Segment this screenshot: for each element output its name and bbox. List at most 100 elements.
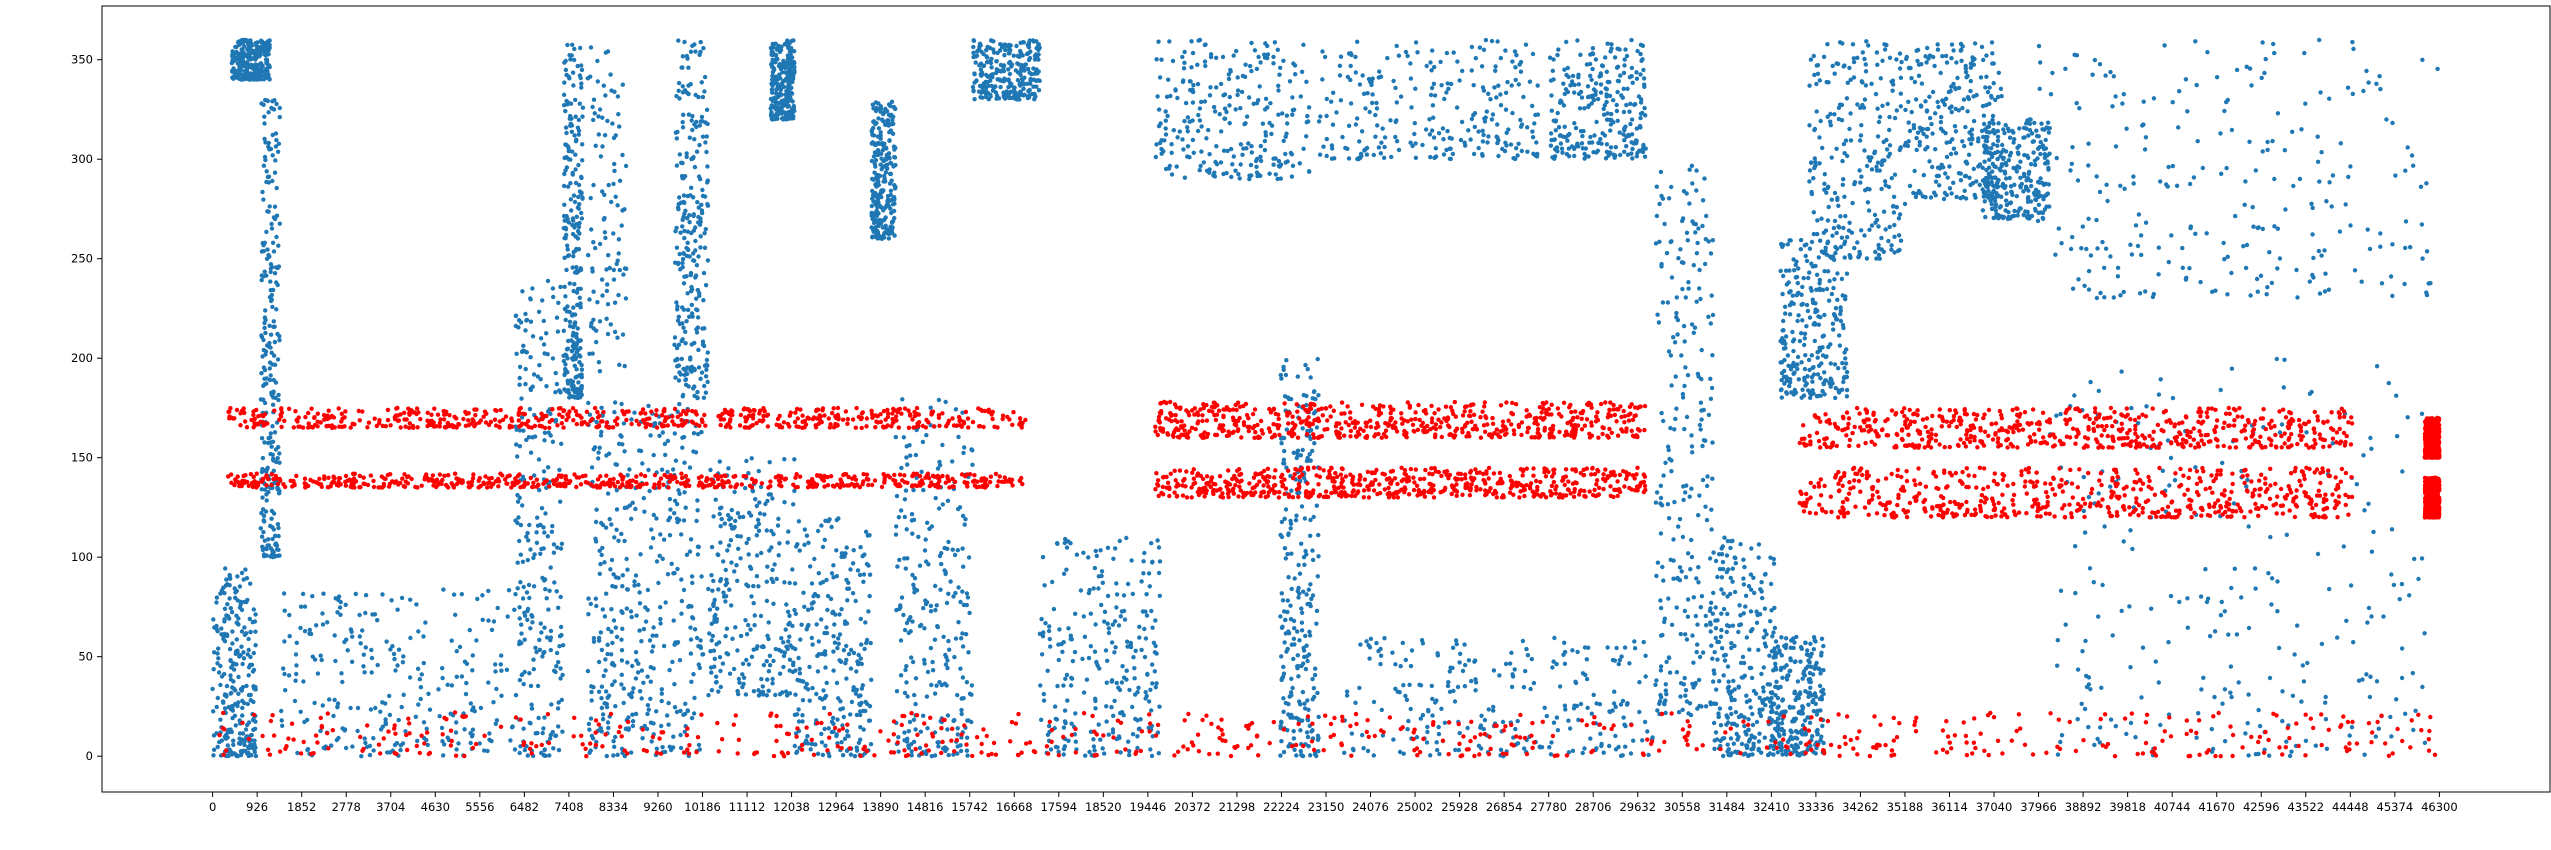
data-point bbox=[862, 572, 866, 576]
data-point bbox=[888, 225, 892, 229]
data-point bbox=[516, 586, 520, 590]
data-point bbox=[741, 662, 745, 666]
data-point bbox=[230, 704, 234, 708]
data-point bbox=[611, 753, 615, 757]
data-point bbox=[552, 669, 556, 673]
data-point bbox=[861, 683, 865, 687]
data-point bbox=[765, 565, 769, 569]
data-point bbox=[539, 336, 543, 340]
data-point bbox=[1441, 137, 1445, 141]
data-point bbox=[638, 601, 642, 605]
data-point bbox=[851, 591, 855, 595]
data-point bbox=[1054, 745, 1058, 749]
data-point bbox=[875, 214, 879, 218]
data-point bbox=[827, 726, 831, 730]
data-point bbox=[675, 246, 679, 250]
data-point bbox=[1122, 676, 1126, 680]
data-point bbox=[573, 312, 577, 316]
data-point bbox=[244, 600, 248, 604]
data-point bbox=[617, 237, 621, 241]
data-point bbox=[587, 722, 591, 726]
data-point bbox=[1377, 69, 1381, 73]
data-point bbox=[1305, 654, 1309, 658]
data-point bbox=[886, 194, 890, 198]
data-point bbox=[216, 656, 220, 660]
data-point bbox=[1300, 621, 1304, 625]
data-point bbox=[1141, 571, 1145, 575]
data-point bbox=[1189, 65, 1193, 69]
data-point bbox=[839, 740, 843, 744]
data-point bbox=[944, 662, 948, 666]
data-point bbox=[1087, 656, 1091, 660]
data-point bbox=[217, 670, 221, 674]
data-point bbox=[937, 506, 941, 510]
data-point bbox=[269, 445, 273, 449]
data-point bbox=[1047, 724, 1051, 728]
data-point bbox=[806, 608, 810, 612]
data-point bbox=[1310, 677, 1314, 681]
data-point bbox=[752, 601, 756, 605]
data-point bbox=[919, 730, 923, 734]
data-point bbox=[1409, 76, 1413, 80]
data-point bbox=[269, 299, 273, 303]
data-point bbox=[879, 152, 883, 156]
data-point bbox=[606, 627, 610, 631]
data-point bbox=[899, 508, 903, 512]
data-point bbox=[1284, 132, 1288, 136]
data-point bbox=[942, 568, 946, 572]
data-point bbox=[273, 171, 277, 175]
data-point bbox=[961, 696, 965, 700]
data-point bbox=[1474, 56, 1478, 60]
data-point bbox=[661, 430, 665, 434]
data-point bbox=[728, 672, 732, 676]
data-point bbox=[690, 574, 694, 578]
data-point bbox=[566, 381, 570, 385]
data-point bbox=[1277, 73, 1281, 77]
data-point bbox=[1026, 96, 1030, 100]
data-point bbox=[685, 553, 689, 557]
data-point bbox=[252, 739, 256, 743]
data-point bbox=[831, 649, 835, 653]
data-point bbox=[718, 512, 722, 516]
data-point bbox=[617, 442, 621, 446]
data-point bbox=[683, 702, 687, 706]
data-point bbox=[811, 594, 815, 598]
data-point bbox=[259, 39, 263, 43]
data-point bbox=[1405, 54, 1409, 58]
data-point bbox=[899, 466, 903, 470]
data-point bbox=[590, 351, 594, 355]
data-point bbox=[228, 573, 232, 577]
data-point bbox=[971, 45, 975, 49]
data-point bbox=[600, 706, 604, 710]
data-point bbox=[1064, 568, 1068, 572]
data-point bbox=[280, 724, 284, 728]
data-point bbox=[1199, 124, 1203, 128]
data-point bbox=[686, 92, 690, 96]
data-point bbox=[612, 745, 616, 749]
data-point bbox=[622, 701, 626, 705]
data-point bbox=[793, 744, 797, 748]
data-point bbox=[858, 545, 862, 549]
data-point bbox=[1480, 64, 1484, 68]
data-point bbox=[1575, 650, 1579, 654]
data-point bbox=[1157, 705, 1161, 709]
data-point bbox=[617, 251, 621, 255]
data-point bbox=[338, 605, 342, 609]
data-point bbox=[858, 573, 862, 577]
data-point bbox=[274, 102, 278, 106]
data-point bbox=[622, 207, 626, 211]
data-point bbox=[579, 85, 583, 89]
data-point bbox=[1355, 40, 1359, 44]
data-point bbox=[765, 499, 769, 503]
data-point bbox=[1444, 148, 1448, 152]
data-point bbox=[1490, 39, 1494, 43]
data-point bbox=[577, 231, 581, 235]
data-point bbox=[224, 613, 228, 617]
data-point bbox=[1063, 541, 1067, 545]
data-point bbox=[677, 315, 681, 319]
data-point bbox=[725, 627, 729, 631]
data-point bbox=[1316, 574, 1320, 578]
data-point bbox=[1302, 393, 1306, 397]
data-point bbox=[600, 277, 604, 281]
data-point bbox=[825, 631, 829, 635]
